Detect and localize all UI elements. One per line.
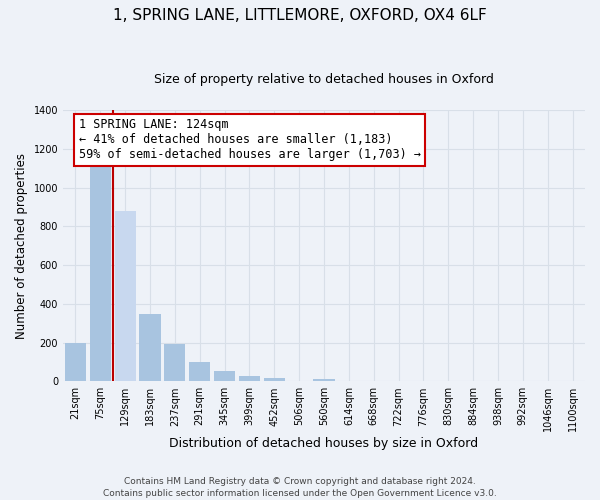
Bar [164, 344, 185, 382]
Title: Size of property relative to detached houses in Oxford: Size of property relative to detached ho… [154, 72, 494, 86]
Y-axis label: Number of detached properties: Number of detached properties [15, 153, 28, 339]
Bar [313, 380, 335, 382]
Bar [239, 376, 260, 382]
Text: 1 SPRING LANE: 124sqm
← 41% of detached houses are smaller (1,183)
59% of semi-d: 1 SPRING LANE: 124sqm ← 41% of detached … [79, 118, 421, 162]
Text: 1, SPRING LANE, LITTLEMORE, OXFORD, OX4 6LF: 1, SPRING LANE, LITTLEMORE, OXFORD, OX4 … [113, 8, 487, 22]
Bar [264, 378, 285, 382]
Bar [90, 164, 111, 382]
Bar [214, 370, 235, 382]
Bar [65, 342, 86, 382]
Text: Contains HM Land Registry data © Crown copyright and database right 2024.
Contai: Contains HM Land Registry data © Crown c… [103, 476, 497, 498]
Bar [189, 362, 211, 382]
X-axis label: Distribution of detached houses by size in Oxford: Distribution of detached houses by size … [169, 437, 479, 450]
Bar [139, 314, 161, 382]
Bar [115, 211, 136, 382]
